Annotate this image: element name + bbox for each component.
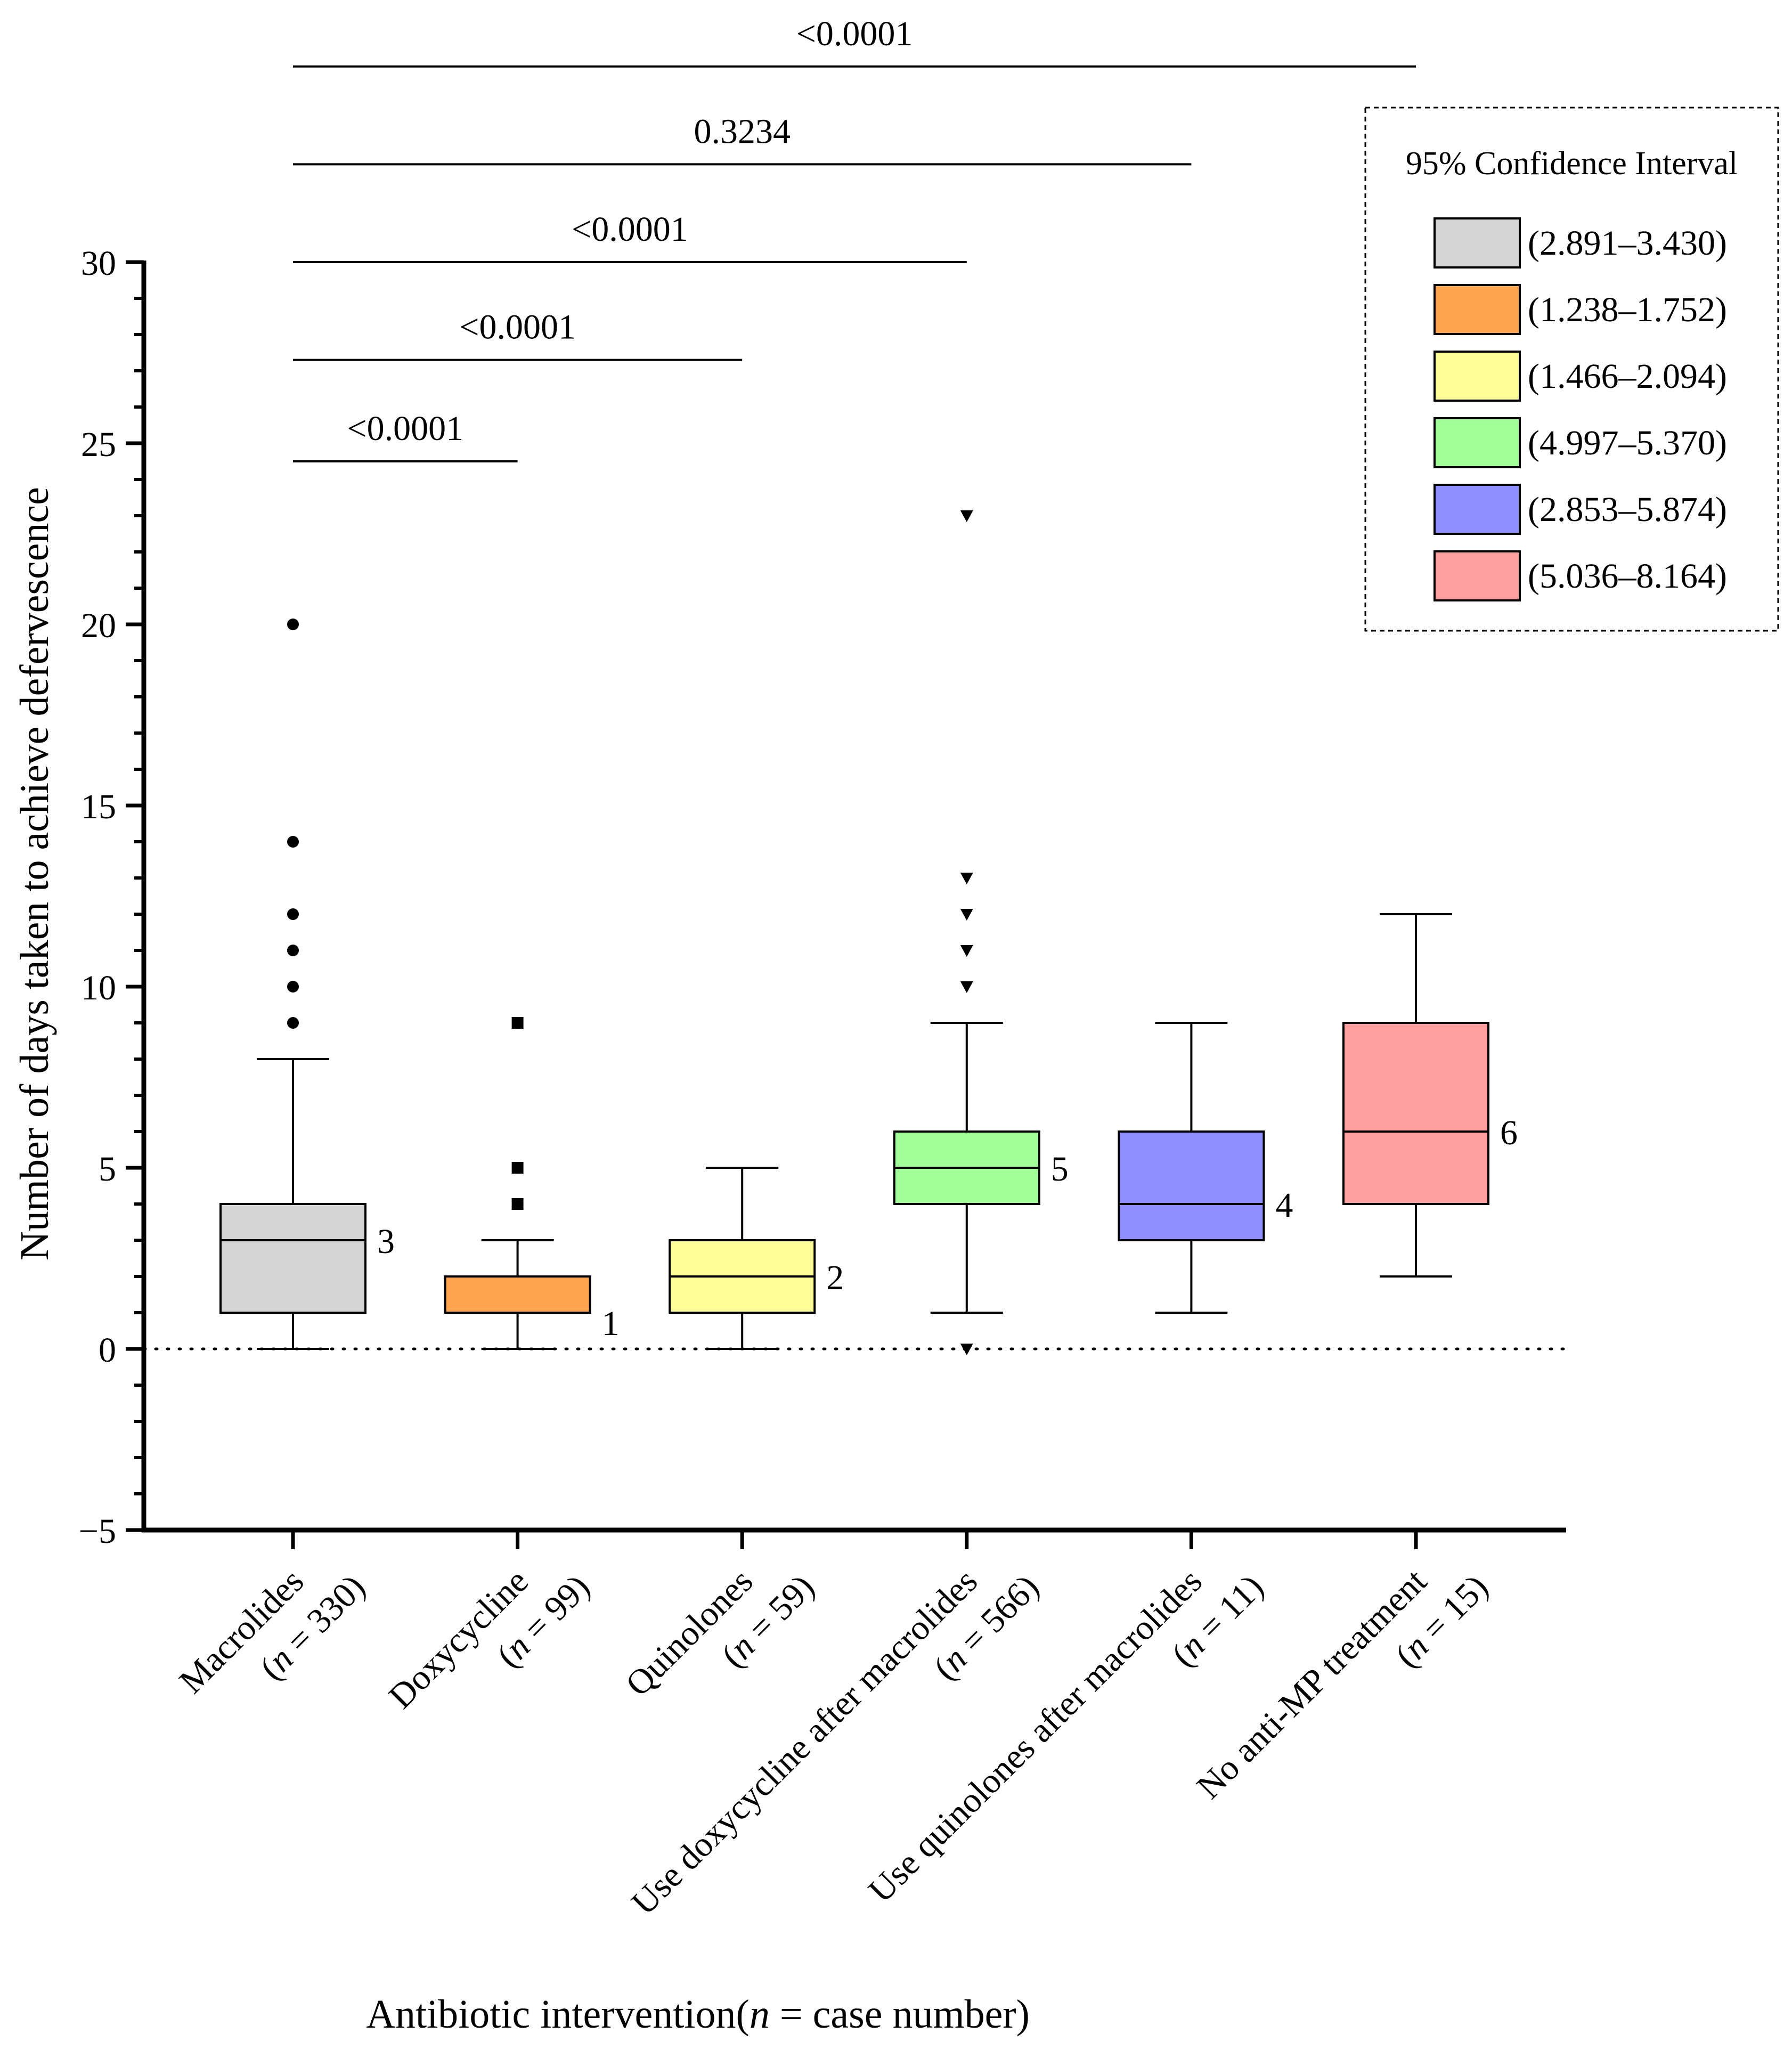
box-group: 2 bbox=[669, 1167, 844, 1350]
x-tick-label: Quinolones(n = 59) bbox=[618, 1534, 822, 1737]
legend-entry-label: (2.853–5.874) bbox=[1528, 490, 1727, 529]
outlier-point bbox=[287, 619, 299, 630]
legend: 95% Confidence Interval (2.891–3.430) (1.2… bbox=[1364, 107, 1779, 632]
y-tick-label: 30 bbox=[81, 244, 116, 283]
outlier-point bbox=[960, 1344, 973, 1355]
outlier-point bbox=[287, 836, 299, 848]
y-tick-label: 5 bbox=[99, 1150, 116, 1189]
p-value-label: <0.0001 bbox=[347, 409, 463, 448]
box-group: 5 bbox=[893, 510, 1069, 1355]
y-tick-label: 0 bbox=[99, 1331, 116, 1370]
x-tick-label: Macrolides(n = 330) bbox=[172, 1534, 373, 1735]
legend-swatch bbox=[1433, 217, 1521, 269]
outlier-point bbox=[287, 1017, 299, 1029]
legend-swatch bbox=[1433, 484, 1521, 535]
outlier-point bbox=[960, 909, 973, 921]
y-tick-label: 15 bbox=[81, 787, 116, 826]
outlier-point bbox=[511, 1162, 524, 1174]
x-tick-labels: Macrolides(n = 330) Doxycycline(n = 99) Qu… bbox=[172, 1534, 1496, 1956]
significance-brackets: <0.0001 <0.0001 <0.0001 0.3234 <0.0001 bbox=[293, 14, 1416, 462]
p-value-label: <0.0001 bbox=[796, 14, 913, 53]
median-label: 6 bbox=[1500, 1113, 1518, 1152]
outlier-point bbox=[287, 908, 299, 920]
box-group: 4 bbox=[1118, 1022, 1293, 1314]
outlier-point bbox=[960, 873, 973, 884]
median-label: 1 bbox=[602, 1304, 620, 1343]
median-label: 2 bbox=[826, 1258, 844, 1297]
box bbox=[1342, 1022, 1489, 1205]
legend-swatch bbox=[1433, 284, 1521, 335]
legend-entry-label: (4.997–5.370) bbox=[1528, 424, 1727, 462]
legend-swatch bbox=[1433, 417, 1521, 468]
outlier-point bbox=[287, 945, 299, 956]
median-label: 5 bbox=[1051, 1150, 1069, 1189]
legend-entry-label: (2.891–3.430) bbox=[1528, 224, 1727, 263]
outlier-point bbox=[511, 1198, 524, 1210]
boxes-layer: 3 1 2 5 4 6 bbox=[219, 510, 1518, 1355]
outlier-point bbox=[960, 945, 973, 957]
legend-entry-label: (5.036–8.164) bbox=[1528, 557, 1727, 596]
x-tick-label: Use quinolones after macrolides(n = 11) bbox=[861, 1534, 1271, 1944]
outlier-point bbox=[960, 510, 973, 522]
box-group: 3 bbox=[219, 619, 395, 1350]
x-tick-label: Use doxycycline after macrolides(n = 566… bbox=[624, 1534, 1047, 1956]
median-label: 3 bbox=[377, 1222, 395, 1261]
p-value-label: 0.3234 bbox=[694, 112, 791, 151]
x-axis-title-var: n bbox=[750, 1992, 770, 2037]
x-axis-title-part2: = case number) bbox=[770, 1992, 1030, 2037]
box bbox=[1118, 1130, 1265, 1241]
box-group: 6 bbox=[1342, 913, 1518, 1278]
y-tick-label: 20 bbox=[81, 606, 116, 645]
legend-swatch bbox=[1433, 351, 1521, 402]
box bbox=[219, 1203, 366, 1314]
legend-swatch bbox=[1433, 550, 1521, 601]
y-axis-title: Number of days taken to achieve deferves… bbox=[12, 487, 57, 1260]
outlier-point bbox=[960, 981, 973, 993]
x-tick-label: Doxycycline(n = 99) bbox=[381, 1534, 597, 1750]
box bbox=[444, 1275, 591, 1314]
median-label: 4 bbox=[1275, 1186, 1293, 1225]
p-value-label: <0.0001 bbox=[572, 210, 688, 249]
y-tick-label: 25 bbox=[81, 425, 116, 464]
y-tick-label: 10 bbox=[81, 969, 116, 1007]
outlier-point bbox=[287, 981, 299, 993]
outlier-point bbox=[511, 1017, 524, 1029]
y-tick-label: −5 bbox=[79, 1512, 116, 1551]
legend-entry-label: (1.238–1.752) bbox=[1528, 290, 1727, 329]
legend-title: 95% Confidence Interval bbox=[1406, 145, 1738, 182]
x-axis-title: Antibiotic intervention(n = case number) bbox=[366, 1992, 1030, 2037]
box-group: 1 bbox=[444, 1017, 620, 1350]
x-axis-title-part1: Antibiotic intervention( bbox=[366, 1992, 750, 2037]
p-value-label: <0.0001 bbox=[459, 308, 576, 347]
legend-entry-label: (1.466–2.094) bbox=[1528, 357, 1727, 396]
